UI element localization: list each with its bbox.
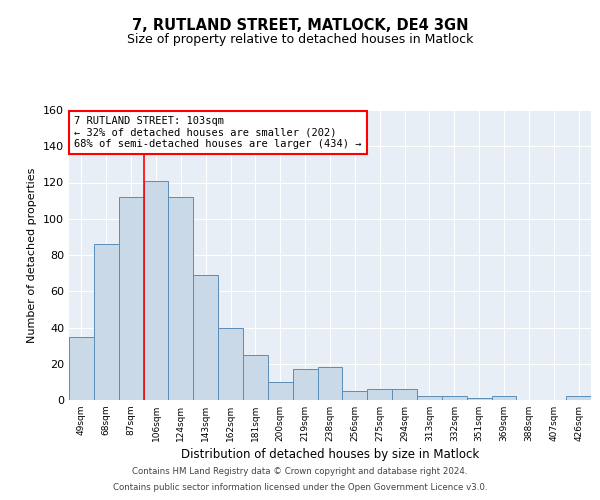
Bar: [367, 389, 392, 400]
Bar: [69, 336, 94, 400]
Text: Contains public sector information licensed under the Open Government Licence v3: Contains public sector information licen…: [113, 483, 487, 492]
Bar: [317, 368, 343, 400]
Bar: [467, 398, 491, 400]
Bar: [268, 382, 293, 400]
Text: 7, RUTLAND STREET, MATLOCK, DE4 3GN: 7, RUTLAND STREET, MATLOCK, DE4 3GN: [132, 18, 468, 32]
Bar: [442, 396, 467, 400]
Bar: [218, 328, 243, 400]
Bar: [392, 389, 417, 400]
X-axis label: Distribution of detached houses by size in Matlock: Distribution of detached houses by size …: [181, 448, 479, 461]
Y-axis label: Number of detached properties: Number of detached properties: [28, 168, 37, 342]
Text: Size of property relative to detached houses in Matlock: Size of property relative to detached ho…: [127, 32, 473, 46]
Bar: [343, 391, 367, 400]
Bar: [566, 396, 591, 400]
Text: 7 RUTLAND STREET: 103sqm
← 32% of detached houses are smaller (202)
68% of semi-: 7 RUTLAND STREET: 103sqm ← 32% of detach…: [74, 116, 362, 149]
Bar: [193, 275, 218, 400]
Bar: [169, 197, 193, 400]
Bar: [243, 354, 268, 400]
Bar: [94, 244, 119, 400]
Bar: [417, 396, 442, 400]
Bar: [293, 369, 317, 400]
Text: Contains HM Land Registry data © Crown copyright and database right 2024.: Contains HM Land Registry data © Crown c…: [132, 467, 468, 476]
Bar: [491, 396, 517, 400]
Bar: [119, 197, 143, 400]
Bar: [143, 180, 169, 400]
